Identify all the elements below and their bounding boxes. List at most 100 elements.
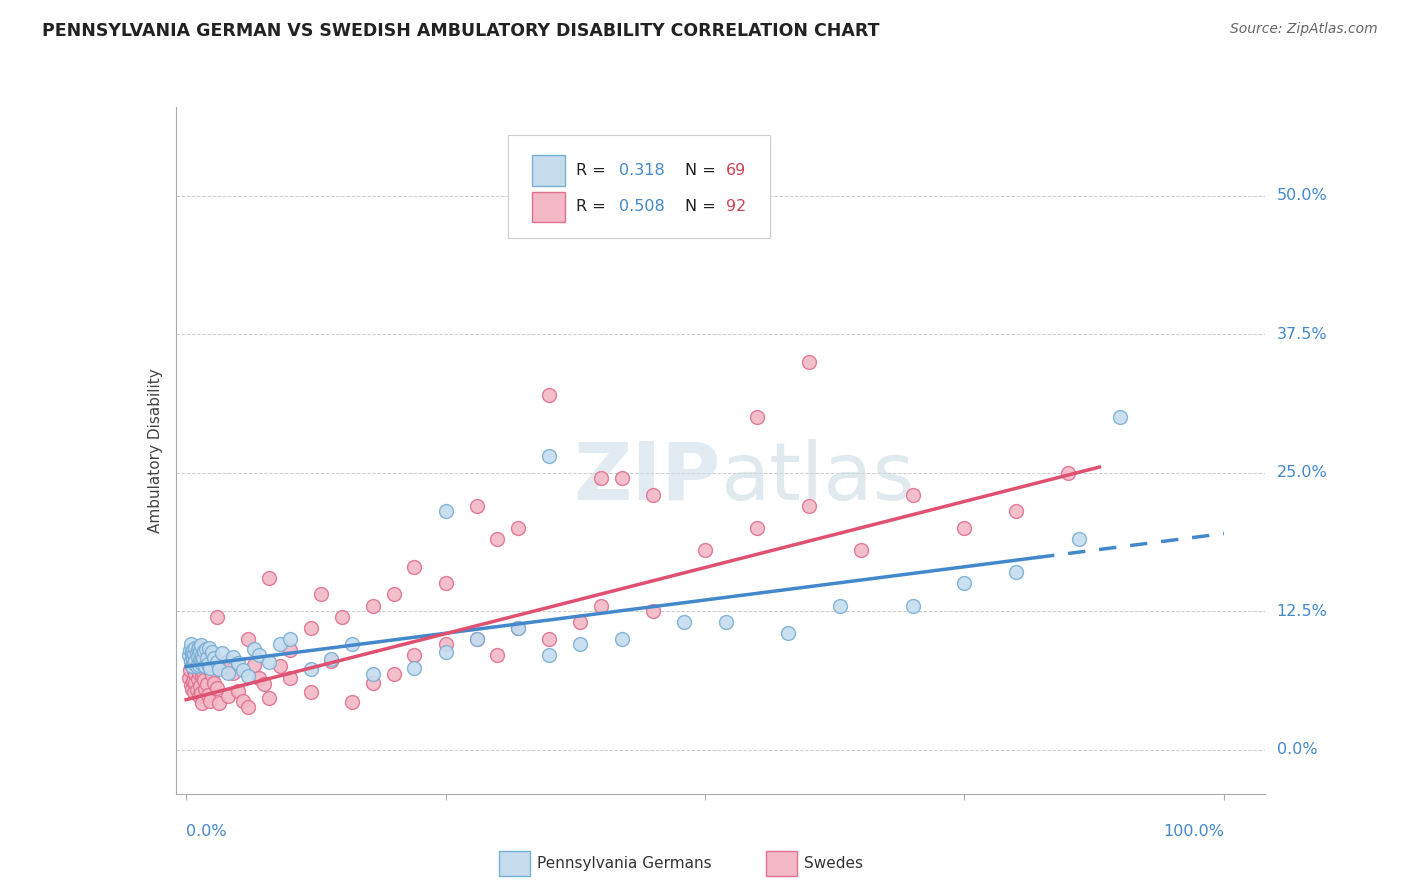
Point bbox=[190, 639, 212, 653]
Point bbox=[253, 677, 276, 691]
Point bbox=[211, 646, 233, 660]
Point bbox=[232, 663, 254, 677]
Point bbox=[776, 626, 799, 640]
Text: 0.0%: 0.0% bbox=[1277, 742, 1317, 757]
Point bbox=[591, 471, 613, 485]
Text: 50.0%: 50.0% bbox=[1277, 188, 1327, 203]
Point bbox=[1067, 532, 1090, 546]
Point bbox=[591, 599, 613, 613]
Point bbox=[195, 650, 218, 665]
Point bbox=[242, 641, 264, 656]
Point bbox=[222, 666, 245, 681]
Point bbox=[197, 657, 219, 672]
Point bbox=[183, 673, 205, 688]
Text: Swedes: Swedes bbox=[804, 856, 863, 871]
Text: atlas: atlas bbox=[721, 439, 915, 517]
Point bbox=[508, 621, 530, 635]
Text: 0.0%: 0.0% bbox=[186, 824, 226, 839]
Text: 25.0%: 25.0% bbox=[1277, 465, 1327, 480]
Point bbox=[299, 685, 322, 699]
Point bbox=[190, 655, 212, 669]
Point bbox=[186, 662, 208, 676]
Point bbox=[269, 637, 291, 651]
Point bbox=[486, 648, 509, 663]
Point bbox=[1005, 504, 1028, 518]
Point bbox=[361, 667, 384, 681]
Text: 69: 69 bbox=[725, 162, 747, 178]
Point bbox=[238, 669, 260, 683]
Point bbox=[1005, 566, 1028, 580]
Point bbox=[188, 660, 211, 674]
Point bbox=[404, 660, 426, 674]
Point bbox=[180, 654, 202, 668]
Point bbox=[198, 694, 221, 708]
Point bbox=[538, 632, 561, 646]
Point bbox=[186, 646, 208, 660]
Point bbox=[180, 678, 202, 692]
Point bbox=[222, 649, 245, 664]
Point bbox=[643, 604, 665, 618]
Point bbox=[404, 648, 426, 663]
Point bbox=[193, 673, 215, 687]
Text: 37.5%: 37.5% bbox=[1277, 326, 1327, 342]
Point bbox=[184, 667, 207, 681]
Point bbox=[797, 355, 820, 369]
Point bbox=[194, 659, 217, 673]
Point bbox=[486, 532, 509, 546]
Point bbox=[190, 686, 212, 700]
Point bbox=[183, 651, 205, 665]
Point bbox=[508, 521, 530, 535]
Point bbox=[232, 694, 254, 708]
Text: 12.5%: 12.5% bbox=[1277, 604, 1327, 618]
Bar bbox=[766, 851, 797, 876]
Text: N =: N = bbox=[685, 162, 716, 178]
Point bbox=[186, 649, 209, 664]
Point bbox=[1057, 466, 1080, 480]
Point bbox=[190, 669, 212, 683]
Point bbox=[183, 685, 205, 699]
Point bbox=[183, 656, 205, 670]
Point bbox=[187, 658, 209, 673]
Point bbox=[188, 651, 211, 665]
Point bbox=[217, 654, 239, 668]
Point bbox=[184, 676, 207, 690]
Point bbox=[191, 650, 214, 665]
Point bbox=[195, 677, 218, 691]
Point bbox=[569, 637, 592, 651]
Point bbox=[361, 676, 384, 690]
Point bbox=[190, 655, 212, 669]
Point bbox=[953, 576, 976, 591]
Point bbox=[180, 654, 202, 668]
Point bbox=[610, 471, 633, 485]
Point bbox=[382, 587, 405, 601]
Point bbox=[643, 488, 665, 502]
Point bbox=[693, 543, 716, 558]
Point bbox=[508, 621, 530, 635]
Point bbox=[207, 655, 229, 669]
Text: ZIP: ZIP bbox=[574, 439, 721, 517]
Point bbox=[183, 643, 205, 657]
Point bbox=[299, 662, 322, 676]
Point bbox=[190, 657, 212, 672]
Point bbox=[188, 645, 211, 659]
Point bbox=[278, 671, 301, 685]
Point bbox=[179, 671, 201, 685]
Point bbox=[257, 571, 280, 585]
Point bbox=[187, 690, 209, 704]
Y-axis label: Ambulatory Disability: Ambulatory Disability bbox=[148, 368, 163, 533]
Point bbox=[321, 651, 343, 665]
Point bbox=[181, 659, 204, 673]
Point bbox=[190, 648, 212, 663]
Point bbox=[194, 657, 217, 672]
Point bbox=[434, 576, 457, 591]
Point bbox=[465, 632, 488, 646]
Point bbox=[269, 659, 291, 673]
Point bbox=[184, 640, 207, 655]
Text: Source: ZipAtlas.com: Source: ZipAtlas.com bbox=[1230, 22, 1378, 37]
Point bbox=[181, 645, 204, 659]
Point bbox=[434, 504, 457, 518]
Point bbox=[278, 632, 301, 646]
Point bbox=[714, 615, 737, 630]
Point bbox=[361, 599, 384, 613]
Point bbox=[330, 609, 353, 624]
